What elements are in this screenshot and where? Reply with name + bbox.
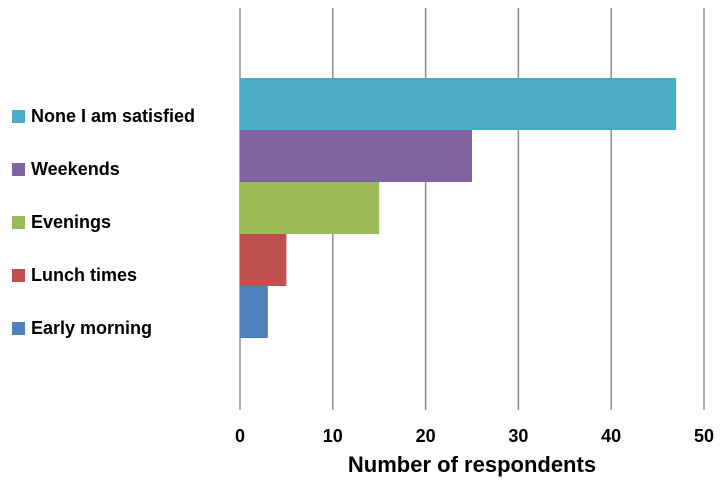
bar-none-i-am-satisfied — [240, 78, 677, 130]
legend-swatch — [12, 163, 25, 176]
x-tick-label: 10 — [323, 426, 343, 446]
bar-lunch-times — [240, 234, 287, 286]
x-tick-label: 0 — [235, 426, 245, 446]
legend-item: Lunch times — [12, 249, 195, 302]
legend-swatch — [12, 110, 25, 123]
x-tick-label: 50 — [694, 426, 714, 446]
bar-evenings — [240, 182, 380, 234]
legend-swatch — [12, 322, 25, 335]
bar-early-morning — [240, 286, 268, 338]
x-axis-title: Number of respondents — [347, 452, 597, 477]
x-tick-label: 30 — [508, 426, 528, 446]
legend-label: Weekends — [31, 159, 120, 179]
x-tick-label: 40 — [601, 426, 621, 446]
legend-item: Early morning — [12, 302, 195, 355]
x-tick-labels: 0 10 20 30 40 50 — [235, 426, 714, 446]
legend-item: Evenings — [12, 196, 195, 249]
legend-label: None I am satisfied — [31, 106, 196, 126]
x-tick-label: 20 — [416, 426, 436, 446]
bar-weekends — [240, 130, 472, 182]
legend-label: Evenings — [31, 212, 112, 232]
bars — [240, 78, 677, 338]
legend-item: Weekends — [12, 143, 195, 196]
legend-label: Early morning — [31, 318, 153, 338]
legend: None I am satisfied Weekends Evenings Lu… — [12, 90, 195, 355]
legend-label: Lunch times — [31, 265, 138, 285]
gridlines — [239, 8, 705, 410]
legend-item: None I am satisfied — [12, 90, 195, 143]
legend-swatch — [12, 216, 25, 229]
legend-swatch — [12, 269, 25, 282]
